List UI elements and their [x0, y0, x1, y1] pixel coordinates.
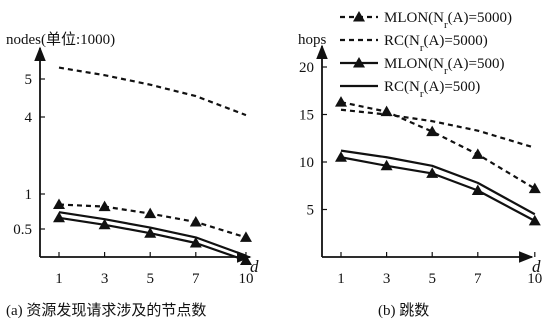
panel-b-x-axis-var: d	[532, 257, 541, 276]
panel-a-series-line	[58, 216, 247, 262]
panel-b-data-point	[335, 151, 347, 162]
panel-a-data-point	[189, 237, 202, 248]
legend-label-main: MLON(N	[384, 10, 444, 26]
panel-b-data-point	[335, 96, 347, 107]
panel-a-chart: nodes(单位:1000) d 1 3 5 7 10 0.5 1 4 5 (a) 资源发现请…	[6, 31, 259, 319]
panel-a-y-tick-label: 5	[25, 72, 33, 88]
panel-a-x-axis-var: d	[250, 257, 259, 276]
panel-a-data-point	[98, 218, 111, 230]
panel-a-data-point	[53, 211, 65, 223]
legend-label-subscript: r	[444, 19, 448, 31]
panel-b-y-tick-label: 15	[299, 108, 314, 124]
panel-a-y-tick-label: 1	[25, 187, 33, 203]
panel-b-x-ticks: 1 3 5 7 10	[337, 252, 542, 287]
panel-a-x-tick-label: 7	[192, 271, 200, 287]
legend-label-subscript: r	[420, 42, 424, 54]
legend-label-main: RC(N	[384, 79, 420, 95]
panel-a-series-line	[58, 66, 247, 117]
legend-label: MLON(Nr(A)=5000)	[384, 10, 512, 31]
panel-b-data-point	[426, 167, 439, 178]
panel-b-series-line	[340, 149, 536, 216]
panel-a-data-point	[239, 231, 252, 242]
legend-label-tail: (A)=500)	[424, 79, 481, 95]
panel-a-data-point	[98, 200, 111, 212]
legend-label-tail: (A)=5000)	[448, 10, 512, 26]
panel-b-caption: (b) 跳数	[378, 302, 429, 319]
panel-a-y-tick-label: 0.5	[13, 222, 32, 238]
panel-b-data-point	[380, 105, 393, 117]
panel-a-data-point	[144, 207, 157, 219]
panel-a-series-line	[58, 211, 247, 257]
legend-label: RC(Nr(A)=5000)	[384, 33, 488, 54]
panel-a-x-tick-label: 3	[101, 271, 109, 287]
panel-b-y-tick-label: 20	[299, 60, 314, 76]
panel-b-data-point	[471, 148, 484, 159]
legend-marker	[353, 11, 365, 22]
panel-a-x-ticks: 1 3 5 7 10	[55, 252, 253, 287]
panel-b-series-line	[340, 108, 536, 149]
panel-b-series	[335, 96, 541, 226]
legend: MLON(Nr(A)=5000)RC(Nr(A)=5000)MLON(Nr(A)…	[340, 10, 512, 100]
legend-label-main: RC(N	[384, 33, 420, 49]
panel-a-data-point	[144, 227, 157, 238]
legend-label-tail: (A)=500)	[448, 56, 505, 72]
legend-label: RC(Nr(A)=500)	[384, 79, 480, 100]
panel-b-data-point	[528, 182, 541, 194]
panel-b-chart: hops d 1 3 5 7 10 5 10 15 20 (b) 跳数	[298, 32, 542, 319]
panel-b-y-axis-title: hops	[298, 32, 327, 48]
panel-a-caption: (a) 资源发现请求涉及的节点数	[6, 302, 206, 319]
panel-a-x-tick-label: 5	[146, 271, 154, 287]
panel-a-y-axis-title: nodes(单位:1000)	[6, 31, 115, 48]
panel-b-y-ticks: 5 10 15 20	[299, 60, 327, 219]
legend-label-subscript: r	[444, 65, 448, 77]
legend-label-main: MLON(N	[384, 56, 444, 72]
panel-a-data-point	[239, 254, 252, 265]
panel-a-series	[53, 66, 252, 265]
panel-b-data-point	[528, 214, 541, 226]
panel-a-data-point	[53, 198, 65, 209]
panel-b-x-tick-label: 7	[474, 271, 482, 287]
legend-label-tail: (A)=5000)	[424, 33, 488, 49]
panel-a-y-ticks: 0.5 1 4 5	[13, 72, 45, 238]
panel-a-y-tick-label: 4	[25, 110, 33, 126]
panel-b-x-tick-label: 5	[428, 271, 436, 287]
panel-b-x-tick-label: 1	[337, 271, 345, 287]
legend-label: MLON(Nr(A)=500)	[384, 56, 504, 77]
legend-marker	[353, 57, 365, 68]
panel-b-data-point	[380, 159, 393, 171]
panel-b-y-tick-label: 5	[307, 203, 315, 219]
panel-b-x-tick-label: 10	[527, 271, 542, 287]
legend-label-subscript: r	[420, 88, 424, 100]
panel-b-data-point	[426, 125, 439, 137]
panel-b-x-tick-label: 3	[383, 271, 391, 287]
panel-b-y-tick-label: 10	[299, 155, 314, 171]
panel-b-data-point	[471, 184, 484, 195]
panel-b-series-line	[340, 101, 536, 190]
panel-a-data-point	[189, 216, 202, 227]
panel-a-x-tick-label: 1	[55, 271, 63, 287]
panel-a-x-tick-label: 10	[238, 271, 253, 287]
